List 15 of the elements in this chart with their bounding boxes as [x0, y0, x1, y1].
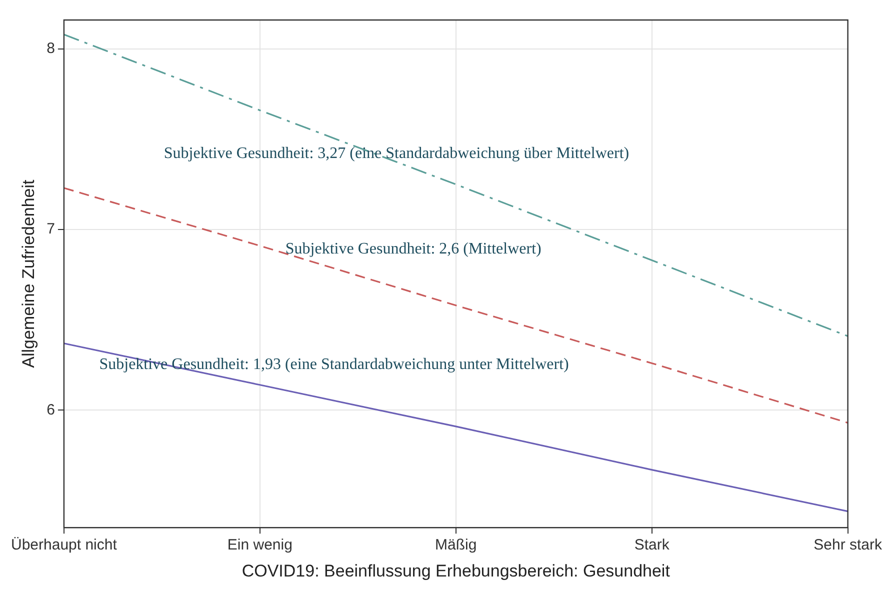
y-axis-title: Allgemeine Zufriedenheit	[19, 180, 38, 368]
x-axis-title: COVID19: Beeinflussung Erhebungsbereich: Gesundheit	[242, 561, 670, 580]
y-tick-label: 6	[46, 401, 55, 418]
series-label: Subjektive Gesundheit: 3,27 (eine Standardabweichung über Mittelwert)	[164, 144, 630, 162]
line-series	[63, 34, 849, 337]
series-label: Subjektive Gesundheit: 2,6 (Mittelwert)	[285, 240, 542, 258]
x-tick-label: Überhaupt nicht	[10, 536, 118, 554]
x-tick-label: Mäßig	[435, 536, 477, 554]
series-label: Subjektive Gesundheit: 1,93 (eine Standardabweichung unter Mittelwert)	[99, 356, 569, 374]
y-tick-label: 8	[46, 40, 55, 58]
x-tick-label: Ein wenig	[227, 536, 292, 554]
y-tick-label: 7	[46, 220, 55, 238]
line-series	[63, 187, 849, 424]
x-tick-label: Sehr stark	[814, 536, 882, 554]
x-tick-label: Stark	[634, 536, 670, 554]
